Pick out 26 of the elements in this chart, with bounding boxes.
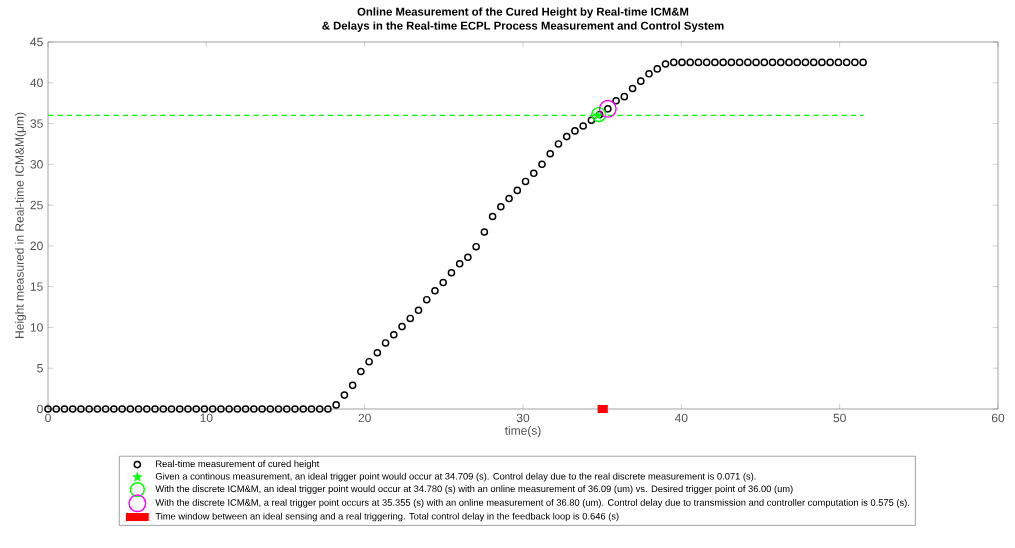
x-tick-label: 20 (358, 413, 371, 423)
y-tick-label: 15 (30, 282, 43, 291)
y-axis-title: Height measured in Real-time ICM&M(μm) (14, 112, 27, 338)
legend-label: Given a continous measurement, an ideal trigger point would occur at 34.709 (s). Control delay due to the real discrete measurement is 0.071 (s). (155, 472, 756, 482)
x-axis-title: time(s) (504, 426, 541, 438)
y-tick-label: 10 (30, 323, 43, 332)
x-tick-label: 0 (45, 413, 51, 423)
y-tick-label: 25 (30, 200, 43, 210)
y-tick-label: 45 (30, 37, 43, 47)
y-tick-label: 20 (30, 241, 43, 251)
x-tick-label: 50 (833, 413, 846, 423)
legend-label: With the discrete ICM&M, an ideal trigger point would occur at 34.780 (s) with an online measurement of 36.09 (um) vs. Desired trigger point of 36.00 (um) (155, 485, 793, 494)
chart-title: Online Measurement of the Cured Height by Real-time ICM&M (357, 7, 689, 18)
legend-label: With the discrete ICM&M, a real trigger point occurs at 35.355 (s) with an online measurement of 36.80 (um). Control delay due to transmission and controller computation is 0.575 (s). (155, 498, 910, 508)
chart-subtitle: & Delays in the Real-time ECPL Process Measurement and Control System (322, 21, 724, 32)
x-tick-label: 60 (991, 413, 1005, 423)
y-tick-label: 40 (30, 78, 43, 88)
legend-label: Time window between an ideal sensing and a real triggering. Total control delay in the feedback loop is 0.646 (s) (155, 512, 619, 522)
y-tick-label: 35 (30, 119, 43, 128)
y-tick-label: 0 (37, 404, 43, 414)
x-tick-label: 40 (674, 413, 688, 423)
y-tick-label: 5 (37, 364, 43, 373)
legend-label: Real-time measurement of cured height (156, 460, 320, 469)
x-tick-label: 30 (516, 413, 530, 423)
x-tick-label: 10 (200, 413, 213, 423)
y-tick-label: 30 (30, 160, 43, 169)
